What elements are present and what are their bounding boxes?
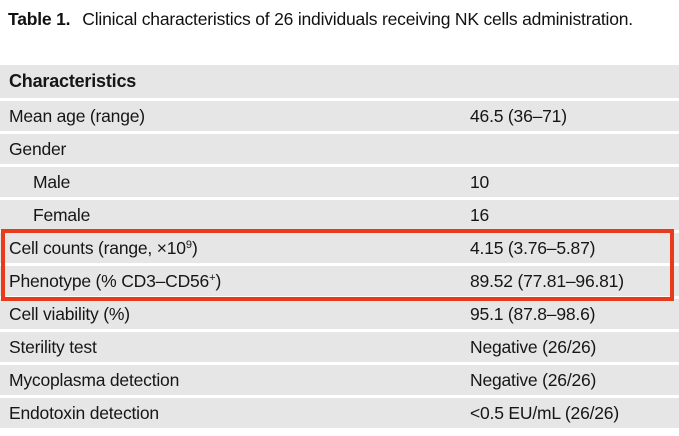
row-label: Gender [9, 138, 67, 159]
row-value: 4.15 (3.76–5.87) [470, 237, 596, 258]
row-mean-age: Mean age (range) 46.5 (36–71) [0, 101, 679, 131]
row-sterility-test: Sterility test Negative (26/26) [0, 332, 679, 362]
row-phenotype: Phenotype (% CD3–CD56+) 89.52 (77.81–96.… [0, 266, 679, 296]
row-endotoxin-detection: Endotoxin detection <0.5 EU/mL (26/26) [0, 398, 679, 428]
row-value: 95.1 (87.8–98.6) [470, 303, 596, 324]
row-male: Male 10 [0, 167, 679, 197]
row-cell-counts: Cell counts (range, ×109) 4.15 (3.76–5.8… [0, 233, 679, 263]
row-value: 10 [470, 171, 490, 192]
table-caption-label: Table 1. [8, 9, 71, 29]
row-label: Female [33, 204, 91, 225]
table-caption: Table 1. Clinical characteristics of 26 i… [8, 7, 656, 32]
row-label: Mycoplasma detection [9, 369, 180, 390]
row-value: 16 [470, 204, 490, 225]
row-value: Negative (26/26) [470, 336, 597, 357]
column-header-characteristics: Characteristics [9, 71, 137, 91]
row-label: Phenotype (% CD3–CD56+) [9, 270, 222, 291]
row-label: Mean age (range) [9, 105, 145, 126]
row-label: Endotoxin detection [9, 402, 159, 423]
row-value: Negative (26/26) [470, 369, 597, 390]
clinical-characteristics-table: Characteristics Mean age (range) 46.5 (3… [0, 65, 679, 431]
table-caption-text: Clinical characteristics of 26 individua… [82, 9, 633, 29]
table-header-row: Characteristics [0, 65, 679, 98]
row-label: Cell viability (%) [9, 303, 130, 324]
row-label: Male [33, 171, 71, 192]
row-value: 89.52 (77.81–96.81) [470, 270, 624, 291]
row-cell-viability: Cell viability (%) 95.1 (87.8–98.6) [0, 299, 679, 329]
row-label: Sterility test [9, 336, 97, 357]
row-mycoplasma-detection: Mycoplasma detection Negative (26/26) [0, 365, 679, 395]
row-label: Cell counts (range, ×109) [9, 237, 198, 258]
row-female: Female 16 [0, 200, 679, 230]
row-value: 46.5 (36–71) [470, 105, 567, 126]
row-gender: Gender [0, 134, 679, 164]
row-value: <0.5 EU/mL (26/26) [470, 402, 619, 423]
